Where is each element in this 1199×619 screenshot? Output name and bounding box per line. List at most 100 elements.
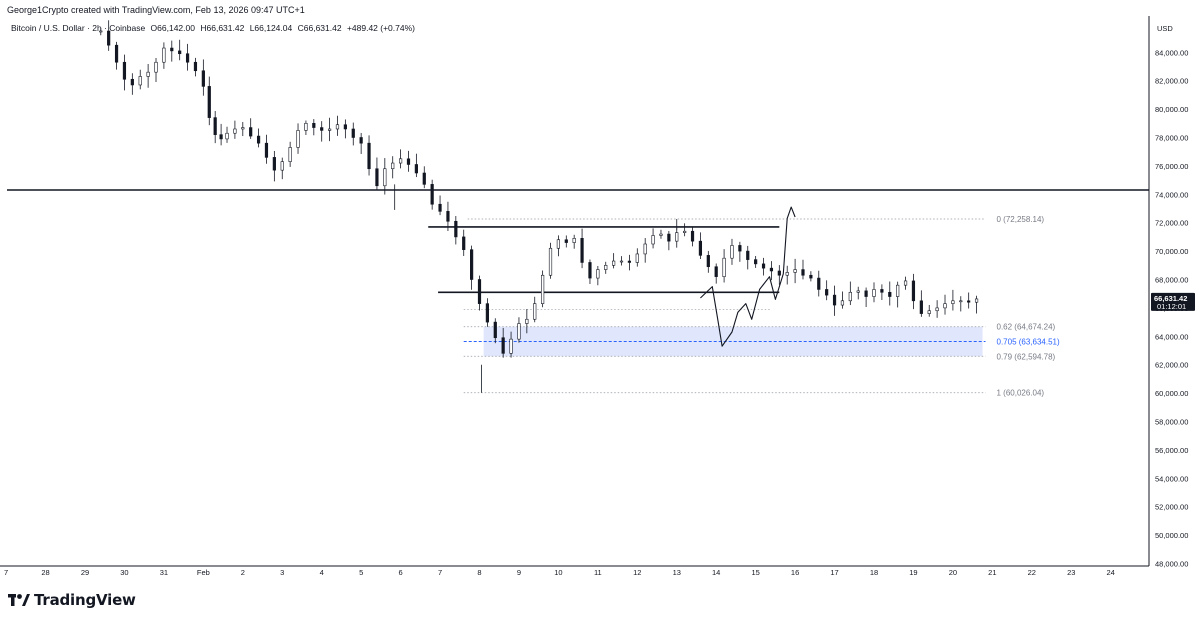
candle <box>383 168 387 187</box>
ohlc-open: O66,142.00 <box>150 23 195 33</box>
candle <box>219 134 223 140</box>
candle <box>635 253 639 263</box>
candle <box>446 211 450 222</box>
price-tick-label: 64,000.00 <box>1155 332 1188 341</box>
candle <box>462 236 466 250</box>
candle <box>754 259 758 265</box>
time-tick-label: 5 <box>359 568 363 577</box>
ohlc-high: H66,631.42 <box>200 23 245 33</box>
time-tick-label: 4 <box>320 568 324 577</box>
candle <box>856 290 860 293</box>
candle <box>832 294 837 306</box>
candle <box>509 338 513 354</box>
price-tick-label: 80,000.00 <box>1155 105 1188 114</box>
candle <box>746 250 750 260</box>
price-tick-label: 58,000.00 <box>1155 418 1188 427</box>
candle <box>213 117 217 135</box>
candle <box>880 289 884 293</box>
candle <box>785 272 789 276</box>
candle <box>769 267 774 272</box>
price-axis-currency: USD <box>1157 24 1173 33</box>
candle <box>572 238 576 243</box>
bar-countdown-label: 01:12:01 <box>1157 302 1186 311</box>
candle <box>525 318 529 324</box>
candle <box>872 289 876 297</box>
price-tick-label: 74,000.00 <box>1155 190 1188 199</box>
plot-area: 0 (72,258.14) 0.62 (64,674.24) 0.705 (63,6… <box>7 20 1149 398</box>
candle <box>643 243 647 255</box>
time-tick-label: 11 <box>594 568 602 577</box>
candle <box>777 270 781 276</box>
time-tick-label: 9 <box>517 568 521 577</box>
fib-label: 0.79 (62,594.78) <box>997 352 1056 361</box>
symbol-legend: Bitcoin / U.S. Dollar · 2h · Coinbase O6… <box>11 23 418 33</box>
candle <box>422 172 426 185</box>
candle <box>477 279 482 304</box>
candle <box>414 164 418 174</box>
price-tick-label: 60,000.00 <box>1155 389 1188 398</box>
candle <box>651 235 655 245</box>
candle <box>304 123 308 131</box>
candle <box>896 284 900 297</box>
candle <box>193 61 198 72</box>
candle <box>667 233 671 242</box>
price-chart[interactable]: 0 (72,258.14) 0.62 (64,674.24) 0.705 (63,6… <box>0 0 1199 580</box>
time-tick-label: 7 <box>438 568 442 577</box>
price-tick-label: 52,000.00 <box>1155 503 1188 512</box>
candle <box>840 300 845 306</box>
candle <box>967 300 971 303</box>
tradingview-logo[interactable]: TradingView <box>8 591 136 609</box>
candle <box>296 130 300 148</box>
time-tick-label: 12 <box>633 568 641 577</box>
candle <box>375 168 379 187</box>
price-tick-label: 78,000.00 <box>1155 134 1188 143</box>
candle <box>312 123 316 128</box>
fib-label: 1 (60,026.04) <box>997 389 1045 398</box>
candle <box>359 137 363 144</box>
candle <box>343 124 347 130</box>
candle <box>146 71 150 77</box>
candle <box>264 142 269 158</box>
time-tick-label: 7 <box>4 568 8 577</box>
candle <box>99 30 103 33</box>
candle <box>722 257 726 277</box>
candle <box>848 291 852 302</box>
candle <box>438 203 442 212</box>
time-tick-label: 24 <box>1107 568 1115 577</box>
candle <box>454 220 458 238</box>
candle <box>588 262 592 279</box>
candle <box>738 245 742 252</box>
price-tick-label: 68,000.00 <box>1155 276 1188 285</box>
price-tick-label: 76,000.00 <box>1155 162 1188 171</box>
fib-zone <box>483 326 983 357</box>
candle <box>114 44 119 63</box>
time-tick-label: 3 <box>280 568 284 577</box>
candle <box>706 255 710 268</box>
fib-label: 0 (72,258.14) <box>997 215 1045 224</box>
fib-label: 0.62 (64,674.24) <box>997 323 1056 332</box>
candle <box>619 260 624 263</box>
candle <box>690 230 695 242</box>
candle <box>580 238 584 263</box>
time-tick-label: 17 <box>830 568 838 577</box>
candle <box>493 321 497 339</box>
candle <box>974 298 979 303</box>
price-tick-label: 48,000.00 <box>1155 560 1188 569</box>
time-tick-label: 14 <box>712 568 720 577</box>
time-tick-label: 23 <box>1067 568 1075 577</box>
candle <box>351 128 355 138</box>
candle <box>107 30 111 46</box>
candle <box>470 249 474 280</box>
candle <box>596 269 600 279</box>
price-tick-label: 70,000.00 <box>1155 247 1188 256</box>
candle <box>517 323 521 340</box>
candle <box>659 233 663 236</box>
time-tick-label: 28 <box>41 568 49 577</box>
candle <box>256 135 261 144</box>
candle <box>130 78 134 86</box>
candle <box>943 303 947 309</box>
candle <box>207 86 211 118</box>
candle <box>730 245 734 259</box>
candle <box>903 280 908 286</box>
fib-label: 0.705 (63,634.51) <box>997 337 1060 346</box>
